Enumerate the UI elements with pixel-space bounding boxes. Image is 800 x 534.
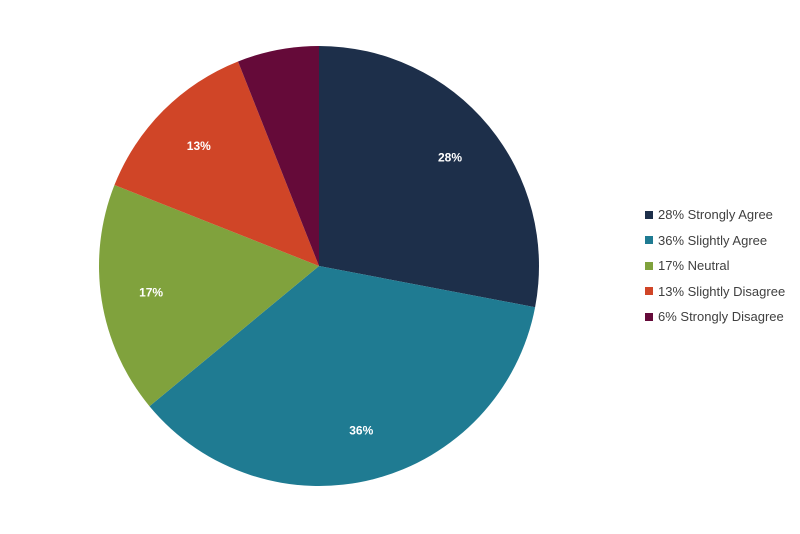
- legend-item-2: 17% Neutral: [645, 257, 785, 274]
- pie-slice-3: [114, 61, 319, 267]
- legend: 28% Strongly Agree 36% Slightly Agree 17% …: [645, 206, 785, 334]
- legend-label-0: 28% Strongly Agree: [658, 207, 773, 222]
- pie-data-label-2: 17%: [139, 286, 163, 300]
- pie-slice-4: [238, 46, 319, 266]
- legend-label-2: 17% Neutral: [658, 258, 730, 273]
- legend-swatch-3: [645, 287, 653, 295]
- legend-item-4: 6% Strongly Disagree: [645, 308, 785, 325]
- pie-data-label-0: 28%: [438, 151, 462, 165]
- legend-item-1: 36% Slightly Agree: [645, 232, 785, 249]
- legend-label-1: 36% Slightly Agree: [658, 232, 768, 248]
- pie-slice-1: [149, 266, 536, 486]
- pie-data-labels: 28% 36% 17% 13%: [139, 139, 462, 438]
- pie-slice-0: [319, 46, 539, 308]
- pie-data-label-1: 36%: [349, 424, 373, 438]
- legend-swatch-0: [645, 210, 653, 219]
- legend-swatch-1: [645, 236, 653, 244]
- legend-swatch-4: [645, 312, 653, 321]
- pie-slices: [99, 46, 539, 486]
- legend-label-3: 13% Slightly Disagree: [658, 283, 786, 299]
- pie-slice-2: [99, 185, 320, 407]
- pie-data-label-3: 13%: [187, 139, 211, 153]
- legend-swatch-2: [645, 261, 653, 270]
- legend-item-3: 13% Slightly Disagree: [645, 283, 785, 300]
- legend-item-0: 28% Strongly Agree: [645, 206, 785, 223]
- legend-label-4: 6% Strongly Disagree: [658, 309, 784, 324]
